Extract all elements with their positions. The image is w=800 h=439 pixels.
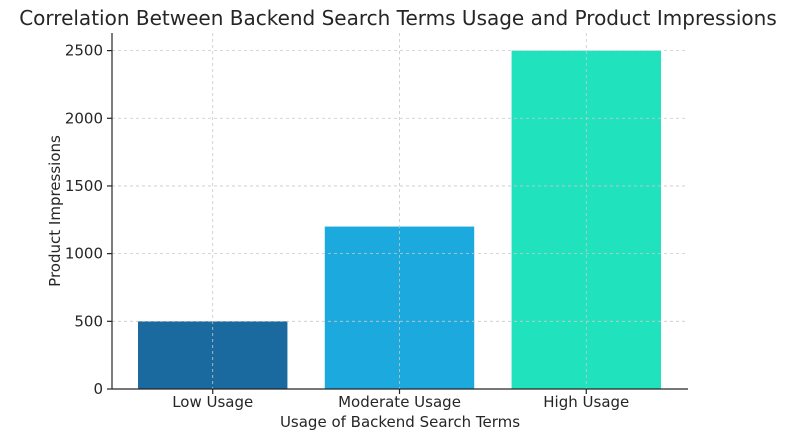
y-tick-label: 500 — [74, 312, 103, 330]
y-axis-label: Product Impressions — [46, 135, 64, 287]
y-tick-label: 1000 — [65, 245, 103, 263]
grid-overlay — [112, 33, 688, 389]
y-tick-label: 2000 — [65, 109, 103, 127]
x-tick-label: High Usage — [543, 393, 629, 411]
y-tick-label: 0 — [93, 380, 103, 398]
bar — [138, 321, 288, 389]
x-tick-label: Moderate Usage — [338, 393, 461, 411]
x-tick-label: Low Usage — [172, 393, 253, 411]
y-tick-label: 1500 — [65, 177, 103, 195]
y-tick-labels: 0 500 1000 1500 2000 2500 — [65, 42, 112, 398]
x-axis-label: Usage of Backend Search Terms — [280, 413, 520, 431]
chart-title: Correlation Between Backend Search Terms… — [19, 6, 777, 30]
y-tick-label: 2500 — [65, 42, 103, 60]
x-tick-labels: Low Usage Moderate Usage High Usage — [172, 389, 629, 411]
